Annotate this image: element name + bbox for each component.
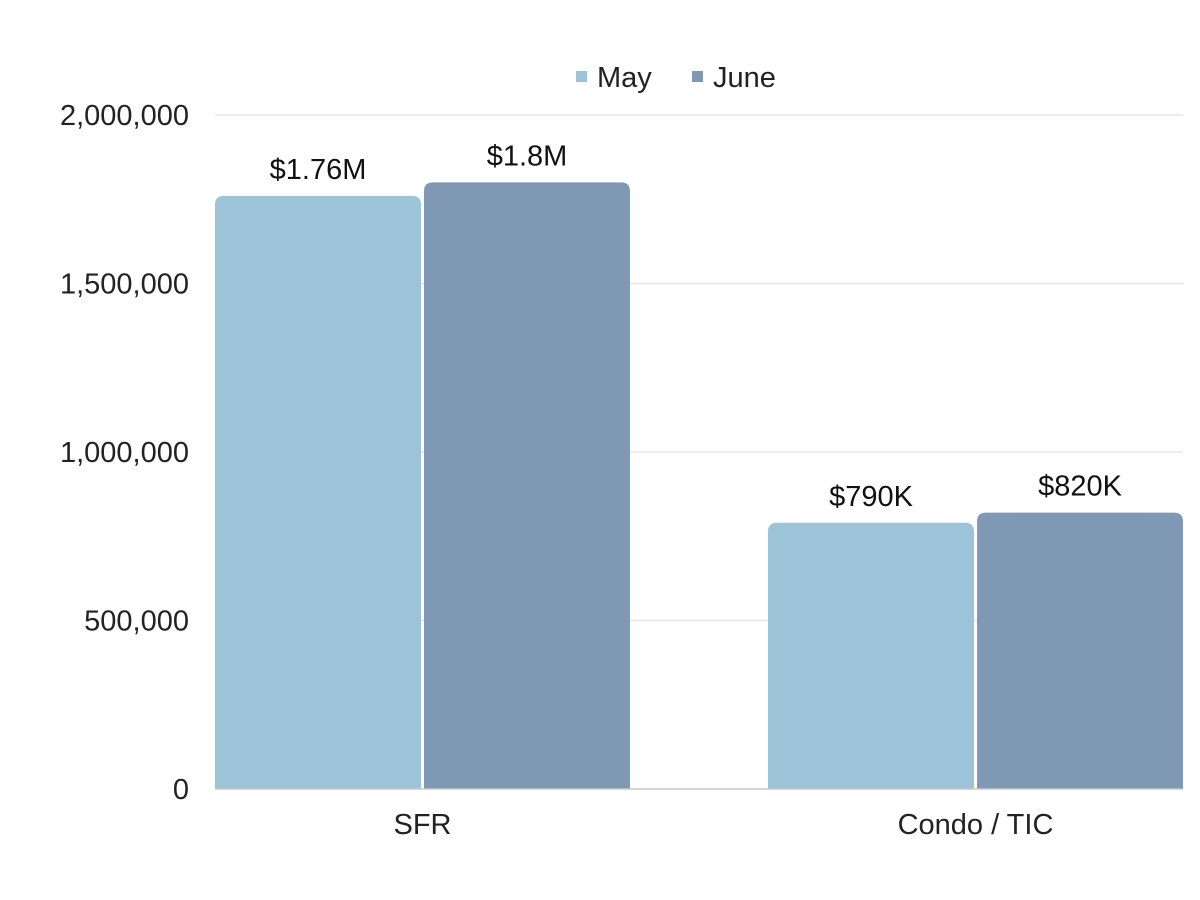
- bar-condo-tic-may: [768, 522, 974, 789]
- x-category-label: SFR: [394, 809, 452, 841]
- bar-sfr-june: [424, 182, 630, 789]
- bar-sfr-may: [215, 195, 421, 789]
- y-axis-ticks: 0 500,000 1,000,000 1,500,000 2,000,000: [60, 100, 189, 806]
- y-tick-label: 1,000,000: [60, 437, 189, 469]
- bar-condo-tic-june: [977, 512, 1183, 789]
- y-tick-label: 500,000: [84, 606, 189, 638]
- legend: May June: [576, 62, 776, 94]
- x-category-label: Condo / TIC: [898, 809, 1054, 841]
- legend-label-june: June: [713, 62, 776, 94]
- data-labels: $1.76M $1.8M $790K $820K: [270, 140, 1123, 512]
- data-label-sfr-may: $1.76M: [270, 154, 367, 186]
- data-label-condo-tic-june: $820K: [1038, 471, 1123, 503]
- legend-label-may: May: [597, 62, 652, 94]
- legend-swatch-may: [576, 71, 587, 82]
- y-tick-label: 0: [173, 774, 189, 806]
- x-axis-categories: SFR Condo / TIC: [394, 809, 1054, 841]
- y-tick-label: 1,500,000: [60, 269, 189, 301]
- bars: [215, 182, 1183, 789]
- legend-swatch-june: [692, 71, 703, 82]
- y-tick-label: 2,000,000: [60, 100, 189, 132]
- data-label-sfr-june: $1.8M: [487, 140, 568, 172]
- data-label-condo-tic-may: $790K: [829, 481, 914, 513]
